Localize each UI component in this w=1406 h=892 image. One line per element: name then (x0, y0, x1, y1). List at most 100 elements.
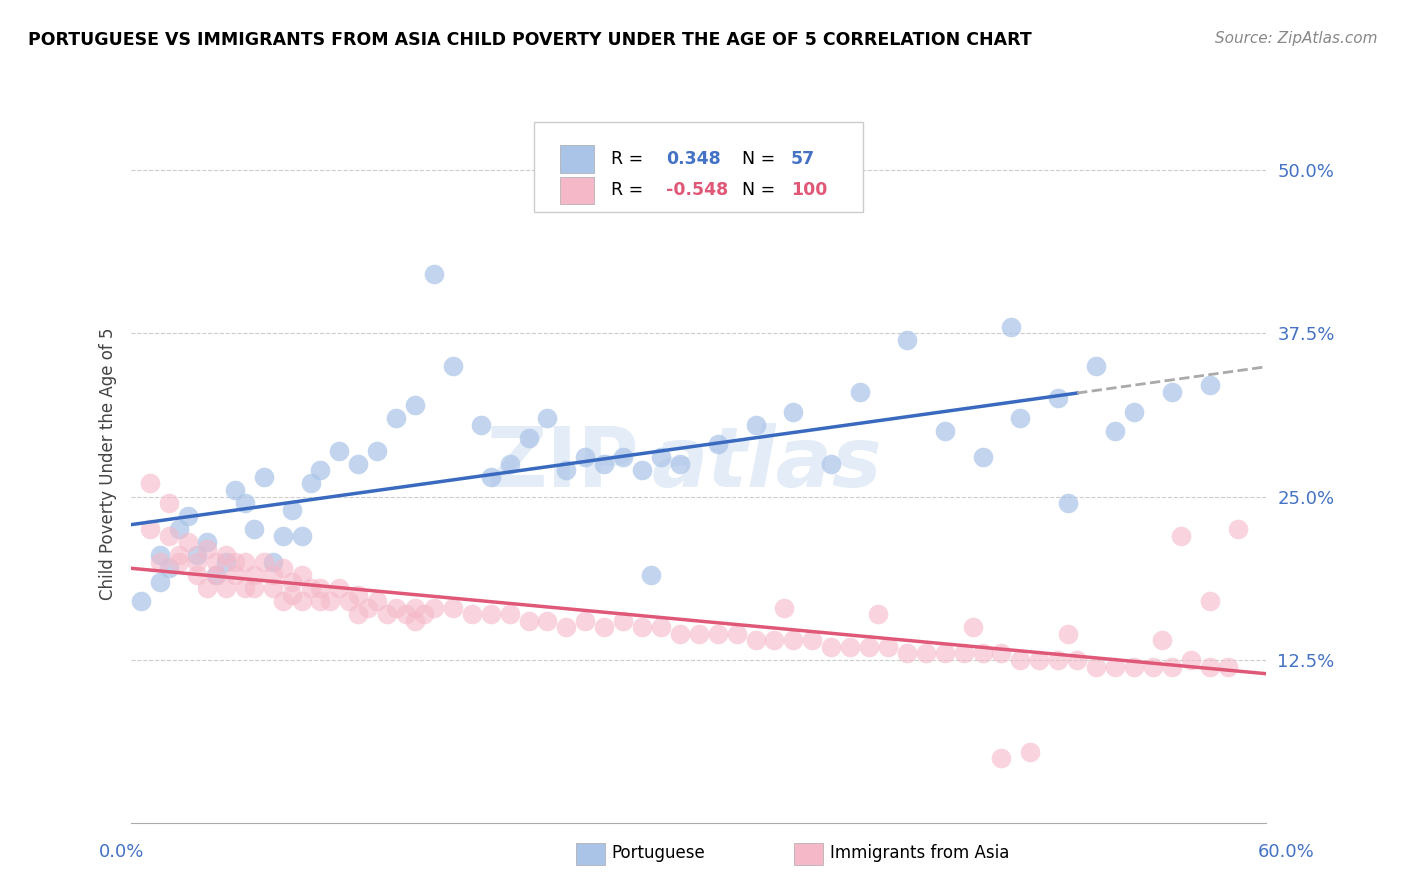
FancyBboxPatch shape (534, 122, 863, 212)
Point (423, 600, 446, 615)
Point (441, 600, 464, 615)
Text: 60.0%: 60.0% (1258, 843, 1315, 861)
Point (262, 581, 284, 595)
Point (498, 607, 520, 622)
Point (224, 555, 246, 569)
Point (536, 411, 558, 425)
Point (347, 457, 370, 471)
Point (309, 463, 332, 477)
Point (366, 594, 388, 608)
Point (404, 398, 426, 412)
Point (215, 549, 238, 563)
Point (243, 568, 266, 582)
Point (347, 607, 370, 622)
Point (328, 581, 350, 595)
Point (394, 607, 416, 622)
Point (706, 627, 728, 641)
Point (195, 541, 218, 556)
Point (1056, 496, 1078, 510)
Point (205, 568, 228, 582)
Point (612, 450, 634, 465)
Point (366, 443, 388, 458)
Point (1018, 745, 1040, 759)
Point (574, 614, 596, 628)
Point (224, 483, 246, 497)
Point (215, 581, 238, 595)
Text: Portuguese: Portuguese (612, 844, 706, 862)
Point (243, 581, 266, 595)
Point (650, 620, 672, 634)
Point (536, 614, 558, 628)
Point (801, 633, 824, 648)
Point (157, 496, 180, 510)
Point (167, 555, 190, 569)
Point (186, 555, 208, 569)
Bar (560, 177, 595, 204)
Point (309, 581, 332, 595)
Point (167, 549, 190, 563)
Point (149, 574, 172, 589)
Point (574, 450, 596, 465)
Point (215, 555, 238, 569)
Point (773, 600, 796, 615)
Point (413, 607, 436, 622)
Point (177, 535, 200, 549)
Point (470, 417, 492, 432)
Text: N =: N = (731, 181, 780, 199)
Point (404, 614, 426, 628)
Point (1047, 392, 1070, 406)
Point (262, 555, 284, 569)
Point (868, 607, 890, 622)
Point (1122, 659, 1144, 673)
Point (990, 647, 1012, 661)
Point (1122, 404, 1144, 418)
Point (385, 411, 408, 425)
Point (186, 568, 208, 582)
Point (631, 463, 654, 477)
Point (1010, 411, 1032, 425)
Point (820, 457, 842, 471)
Point (290, 594, 312, 608)
Point (299, 581, 322, 595)
Point (725, 627, 748, 641)
Point (205, 568, 228, 582)
Point (441, 359, 464, 373)
Point (631, 620, 654, 634)
Text: atlas: atlas (651, 424, 882, 504)
Point (281, 574, 304, 589)
Point (319, 594, 342, 608)
Point (1170, 529, 1192, 543)
Point (1198, 659, 1220, 673)
Point (243, 522, 266, 536)
Point (1085, 659, 1108, 673)
Point (167, 522, 190, 536)
Point (593, 620, 616, 634)
Text: N =: N = (731, 150, 780, 168)
Point (1028, 653, 1050, 667)
Point (914, 647, 936, 661)
Point (479, 607, 502, 622)
Point (129, 594, 152, 608)
Point (1000, 319, 1022, 334)
Point (233, 555, 256, 569)
Point (962, 620, 984, 634)
Point (650, 450, 672, 465)
Point (271, 529, 294, 543)
Text: 0.0%: 0.0% (98, 843, 143, 861)
Point (1056, 627, 1078, 641)
Point (157, 529, 180, 543)
Point (290, 568, 312, 582)
Text: Source: ZipAtlas.com: Source: ZipAtlas.com (1215, 31, 1378, 46)
Point (848, 384, 870, 399)
Point (347, 588, 370, 602)
Point (149, 555, 172, 569)
Point (461, 607, 484, 622)
Point (896, 647, 918, 661)
Text: R =: R = (612, 181, 650, 199)
Point (1047, 653, 1070, 667)
Point (669, 627, 692, 641)
Point (972, 450, 994, 465)
Point (669, 457, 692, 471)
Point (337, 594, 360, 608)
Point (186, 549, 208, 563)
